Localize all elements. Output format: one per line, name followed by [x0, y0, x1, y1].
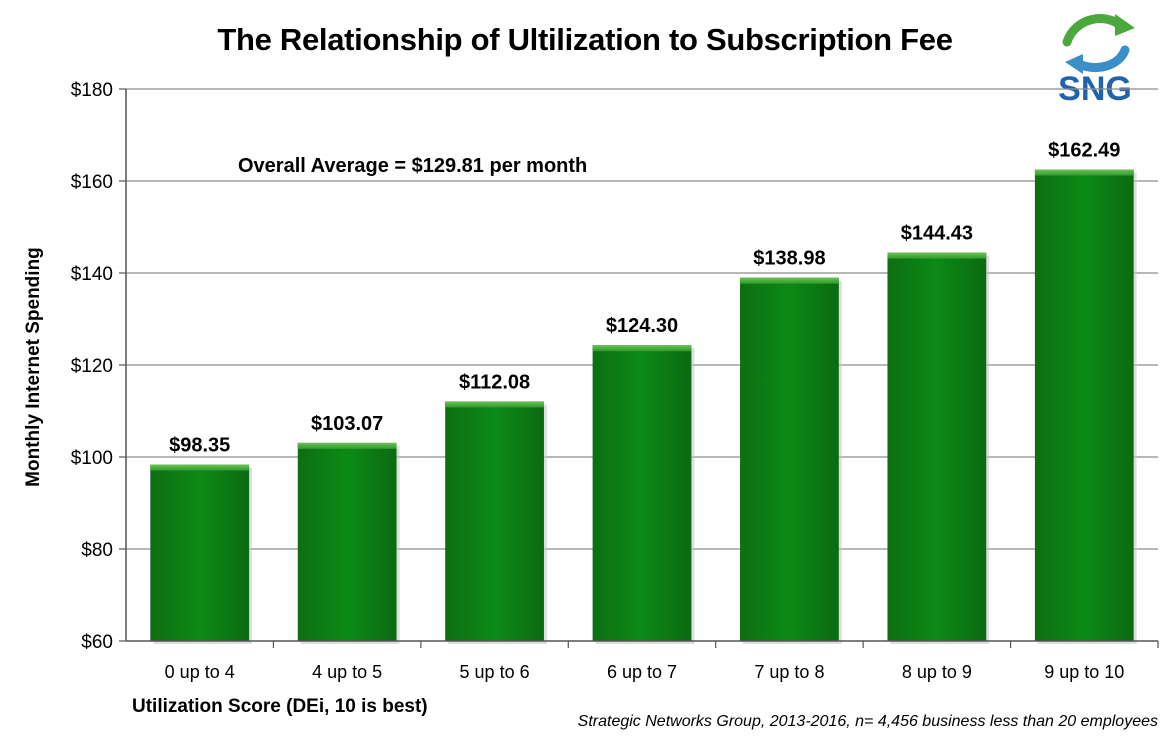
x-tick-label: 6 up to 7	[607, 662, 677, 682]
average-annotation: Overall Average = $129.81 per month	[238, 155, 588, 177]
y-tick-label: $120	[71, 356, 113, 377]
bar-top-bevel	[1034, 169, 1134, 176]
data-label: $162.49	[1048, 140, 1120, 162]
bar-top-bevel	[445, 401, 544, 408]
x-tick-label: 4 up to 5	[312, 662, 382, 682]
y-tick-label: $80	[81, 540, 113, 561]
x-tick-label: 9 up to 10	[1044, 662, 1124, 682]
source-note: Strategic Networks Group, 2013-2016, n= …	[577, 713, 1158, 730]
data-label: $98.35	[169, 435, 230, 457]
bar	[592, 345, 692, 641]
bar	[740, 277, 839, 641]
data-label: $112.08	[459, 371, 530, 393]
y-tick-label: $180	[71, 80, 113, 101]
x-tick-label: 7 up to 8	[754, 662, 824, 682]
data-label: $138.98	[753, 248, 825, 270]
x-axis-ticks: 0 up to 4 4 up to 5 5 up to 6 6 up to 7 7 up…	[165, 641, 1159, 682]
x-axis-label: Utilization Score (DEi, 10 is best)	[132, 696, 428, 717]
bar	[1034, 169, 1134, 641]
bar-top-bevel	[887, 252, 987, 259]
data-label: $144.43	[901, 223, 973, 245]
bar	[150, 464, 250, 641]
chart-title: The Relationship of Ultilization to Subs…	[217, 22, 953, 57]
y-axis-ticks: $60 $80 $100 $120 $140 $160 $180	[71, 80, 126, 653]
y-axis-label: Monthly Internet Spending	[23, 247, 44, 487]
y-tick-label: $140	[71, 264, 113, 285]
bar-top-bevel	[740, 277, 839, 284]
x-tick-label: 8 up to 9	[902, 662, 972, 682]
bar	[887, 252, 987, 641]
y-tick-label: $160	[71, 172, 113, 193]
bar-top-bevel	[592, 345, 692, 352]
data-labels: $98.35 $103.07 $112.08 $124.30 $138.98 $144.4…	[169, 140, 1120, 457]
data-label: $124.30	[606, 315, 678, 337]
bar-top-bevel	[150, 464, 250, 471]
bar-top-bevel	[297, 442, 397, 449]
x-tick-label: 5 up to 6	[460, 662, 530, 682]
x-tick-label: 0 up to 4	[165, 662, 235, 682]
bar	[297, 442, 397, 641]
y-tick-label: $100	[71, 448, 113, 469]
y-tick-label: $60	[81, 632, 113, 653]
bars	[150, 169, 1137, 644]
bar	[445, 401, 544, 641]
data-label: $103.07	[311, 413, 383, 435]
